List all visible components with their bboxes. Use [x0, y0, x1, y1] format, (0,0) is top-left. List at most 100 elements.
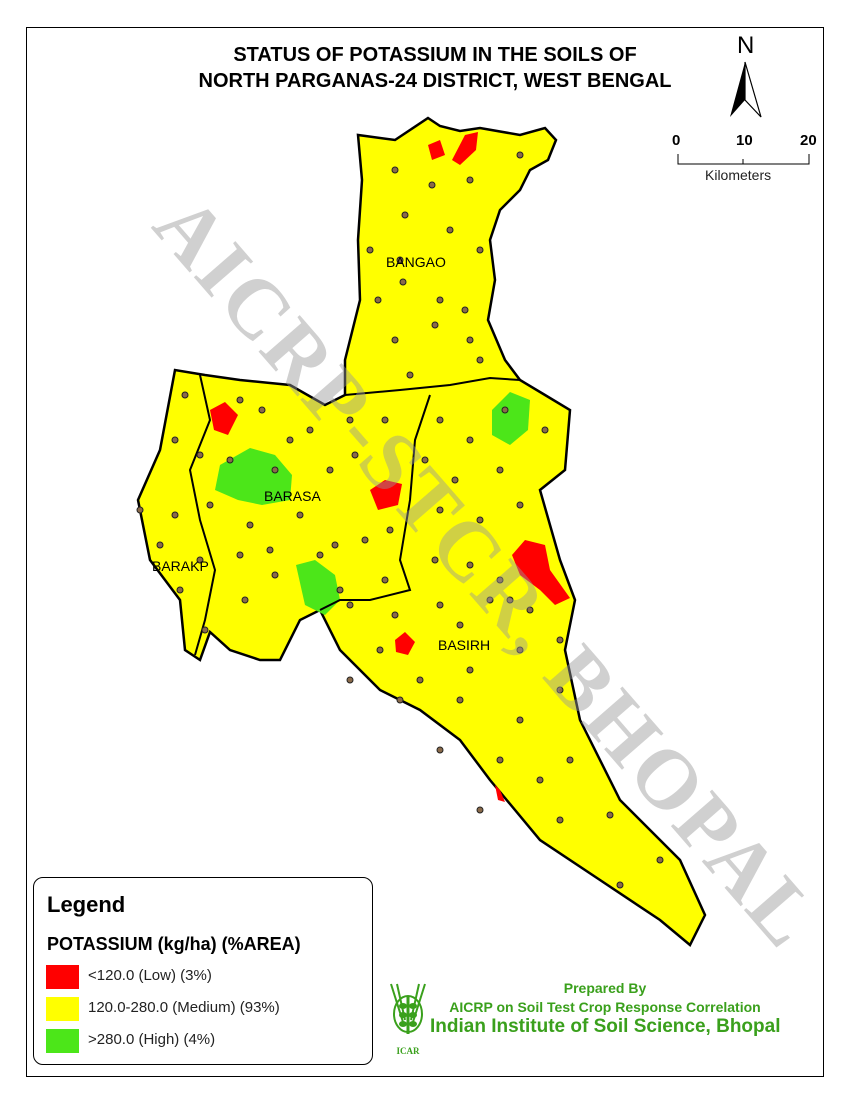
sample-point	[516, 151, 524, 159]
red-zone-low	[395, 632, 415, 655]
sample-point	[516, 501, 524, 509]
scale-unit: Kilometers	[705, 167, 772, 183]
sample-point	[331, 541, 339, 549]
sample-point	[366, 246, 374, 254]
sample-point	[501, 406, 509, 414]
red-zone-low	[495, 785, 505, 802]
scale-bar	[677, 154, 810, 165]
scale-tick-20: 20	[800, 132, 817, 149]
sample-point	[391, 166, 399, 174]
sample-point	[391, 336, 399, 344]
district-boundary	[344, 376, 521, 396]
red-zone-low	[210, 402, 238, 435]
sample-point	[461, 306, 469, 314]
sample-point	[466, 336, 474, 344]
green-zone-high	[215, 448, 292, 505]
sample-point	[466, 436, 474, 444]
sample-point	[196, 451, 204, 459]
red-zone-low	[428, 140, 445, 160]
sample-point	[466, 176, 474, 184]
district-boundary	[319, 394, 431, 611]
sample-point	[406, 371, 414, 379]
sample-point	[606, 811, 614, 819]
sample-point	[266, 546, 274, 554]
sample-point	[556, 686, 564, 694]
sample-point	[336, 586, 344, 594]
sample-point	[316, 551, 324, 559]
region-label-barrackpore: BARAKP	[152, 558, 209, 574]
sample-point	[386, 526, 394, 534]
legend-title: Legend	[47, 892, 126, 917]
sample-point	[241, 596, 249, 604]
sample-point	[351, 451, 359, 459]
title-line-1: STATUS OF POTASSIUM IN THE SOILS OF	[233, 44, 637, 66]
map-title: STATUS OF POTASSIUM IN THE SOILS OF NORT…	[120, 42, 750, 94]
sample-point	[476, 246, 484, 254]
sample-point	[286, 436, 294, 444]
sample-point	[346, 601, 354, 609]
district-outline	[136, 116, 707, 947]
sample-point	[436, 746, 444, 754]
region-label-bangao: BANGAO	[386, 254, 446, 270]
sample-point	[326, 466, 334, 474]
sample-point	[476, 356, 484, 364]
sample-point	[346, 676, 354, 684]
logo-text: ICAR	[396, 1046, 420, 1056]
sample-point	[428, 181, 436, 189]
sample-point	[451, 476, 459, 484]
sample-point	[206, 501, 214, 509]
legend: Legend POTASSIUM (kg/ha) (%AREA) <120.0 …	[33, 877, 373, 1065]
sample-point	[446, 226, 454, 234]
north-label: N	[737, 32, 755, 59]
prepared-by: Prepared By	[563, 980, 647, 996]
legend-swatch-medium	[46, 997, 79, 1021]
sample-point	[181, 391, 189, 399]
sample-point	[156, 541, 164, 549]
sample-point	[456, 621, 464, 629]
sample-point	[236, 551, 244, 559]
sample-point	[271, 466, 279, 474]
sample-point	[226, 456, 234, 464]
sample-point	[506, 596, 514, 604]
region-label-barasat: BARASA	[264, 488, 321, 504]
district-boundary	[188, 374, 217, 656]
sample-point	[346, 416, 354, 424]
sample-point	[136, 506, 144, 514]
sample-point	[456, 696, 464, 704]
sample-point	[306, 426, 314, 434]
scale-tick-0: 0	[672, 132, 681, 149]
sample-point	[536, 776, 544, 784]
sample-point	[396, 696, 404, 704]
sample-point	[476, 516, 484, 524]
icar-logo-icon: ICAR	[390, 983, 426, 1056]
sample-point	[466, 666, 474, 674]
legend-label-high: >280.0 (High) (4%)	[88, 1031, 216, 1048]
legend-swatch-high	[46, 1029, 79, 1053]
sample-point	[374, 296, 382, 304]
sample-point	[376, 646, 384, 654]
north-arrow-icon	[730, 61, 762, 118]
red-zone-low	[370, 480, 402, 510]
sample-point	[436, 601, 444, 609]
sample-point	[476, 806, 484, 814]
program-name: AICRP on Soil Test Crop Response Correla…	[449, 999, 761, 1015]
title-line-2: NORTH PARGANAS-24 DISTRICT, WEST BENGAL	[198, 70, 672, 92]
sample-point	[466, 561, 474, 569]
legend-label-medium: 120.0-280.0 (Medium) (93%)	[88, 999, 280, 1016]
green-zone-high	[492, 392, 530, 445]
scale-tick-10: 10	[736, 132, 753, 149]
sample-point	[431, 556, 439, 564]
sample-point	[246, 521, 254, 529]
map-frame	[26, 27, 824, 1077]
sample-point	[258, 406, 266, 414]
legend-swatch-low	[46, 965, 79, 989]
sample-point	[421, 456, 429, 464]
red-zone-low	[512, 540, 570, 605]
legend-subtitle: POTASSIUM (kg/ha) (%AREA)	[47, 934, 301, 954]
sample-point	[556, 636, 564, 644]
red-zone-low	[452, 132, 478, 165]
sample-point	[236, 396, 244, 404]
sample-point	[436, 416, 444, 424]
